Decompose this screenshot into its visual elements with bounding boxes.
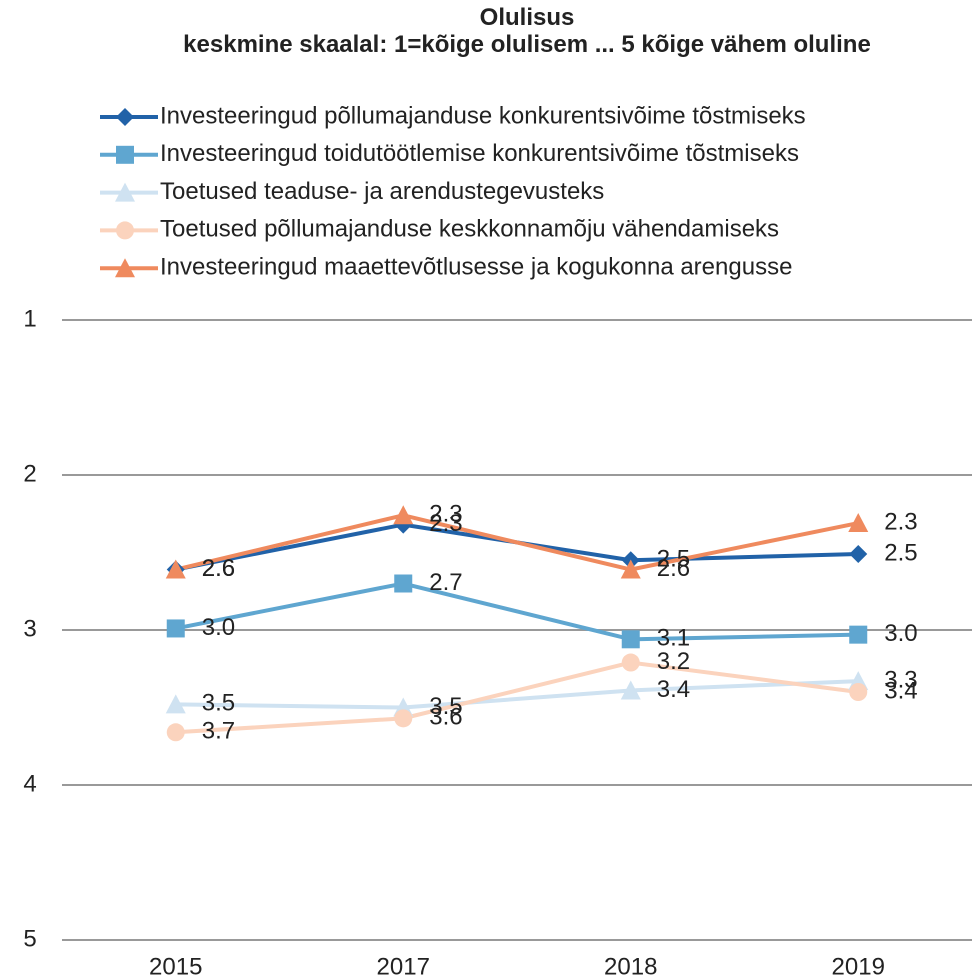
- chart-title: Olulisus: [479, 4, 575, 31]
- point: [620, 559, 641, 579]
- data-label: 2.7: [429, 569, 462, 596]
- legend-marker: [116, 108, 134, 126]
- chart-subtitle: keskmine skaalal: 1=kõige olulisem ... 5…: [183, 31, 871, 58]
- legend-marker: [116, 221, 134, 240]
- y-tick-label: 3: [23, 615, 36, 642]
- data-label: 2.3: [429, 510, 462, 537]
- y-tick-label: 1: [23, 305, 36, 332]
- point: [621, 630, 640, 649]
- data-label: 2.6: [202, 555, 235, 582]
- point: [848, 513, 869, 533]
- title-block: Olulisus keskmine skaalal: 1=kõige oluli…: [147, 4, 907, 58]
- data-label: 3.4: [884, 677, 917, 704]
- series-line: [175, 660, 859, 735]
- data-label: 3.0: [884, 620, 917, 647]
- data-label: 3.6: [429, 704, 462, 731]
- data-label: 3.3: [884, 666, 917, 693]
- y-tick-label: 4: [23, 770, 36, 797]
- y-tick-label: 2: [23, 460, 36, 487]
- data-label: 3.1: [657, 625, 690, 652]
- legend-marker: [115, 182, 135, 202]
- point: [849, 683, 868, 701]
- data-label: 2.3: [429, 501, 462, 528]
- series-line: [175, 513, 859, 572]
- legend-marker: [115, 258, 135, 278]
- x-tick-label: 2017: [377, 953, 430, 980]
- point: [394, 574, 413, 593]
- x-tick-label: 2018: [604, 953, 657, 980]
- point: [849, 625, 868, 644]
- point: [620, 680, 641, 700]
- legend-label: Toetused põllumajanduse keskkonnamõju vä…: [160, 216, 779, 243]
- legend-label: Investeeringud maaettevõtlusesse ja kogu…: [160, 254, 792, 281]
- point: [849, 545, 868, 564]
- data-label: 3.7: [202, 718, 235, 745]
- data-label: 3.4: [657, 676, 690, 703]
- legend-label: Toetused teaduse- ja arendustegevusteks: [160, 178, 604, 205]
- point: [621, 653, 640, 672]
- point: [165, 559, 186, 579]
- legend-marker: [116, 145, 134, 164]
- series-line: [175, 679, 859, 710]
- series-line: [175, 581, 859, 642]
- y-tick-label: 5: [23, 925, 36, 952]
- data-label: 2.6: [202, 555, 235, 582]
- legend-label: Investeeringud põllumajanduse konkurents…: [160, 102, 806, 129]
- data-label: 2.5: [657, 546, 690, 573]
- data-label: 3.2: [657, 648, 690, 675]
- data-label: 3.5: [429, 693, 462, 720]
- legend-label: Investeeringud toidutöötlemise konkurent…: [160, 140, 799, 167]
- point: [394, 709, 413, 728]
- data-label: 3.5: [202, 690, 235, 717]
- x-tick-label: 2015: [149, 953, 202, 980]
- data-label: 2.6: [657, 555, 690, 582]
- point: [165, 694, 186, 714]
- point: [166, 723, 185, 742]
- point: [166, 619, 185, 638]
- point: [393, 505, 414, 525]
- data-label: 3.0: [202, 614, 235, 641]
- x-tick-label: 2019: [832, 953, 885, 980]
- data-label: 2.5: [884, 539, 917, 566]
- data-label: 2.3: [884, 508, 917, 535]
